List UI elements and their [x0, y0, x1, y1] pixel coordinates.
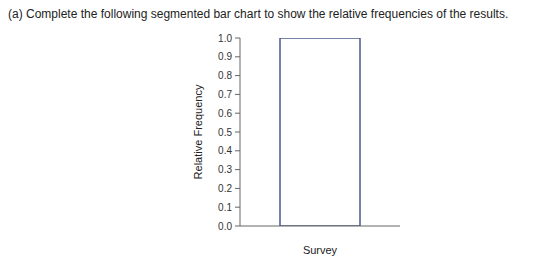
y-tick	[235, 94, 240, 95]
y-tick-label: 0.2	[218, 183, 232, 194]
y-tick	[235, 150, 240, 151]
y-tick-label: 0.0	[218, 221, 232, 232]
y-tick	[235, 188, 240, 189]
y-tick-label: 1.0	[218, 33, 232, 44]
y-tick-label: 0.3	[218, 164, 232, 175]
y-tick	[235, 75, 240, 76]
y-tick	[235, 132, 240, 133]
y-tick	[235, 56, 240, 57]
y-tick	[235, 207, 240, 208]
y-tick-label: 0.5	[218, 127, 232, 138]
y-tick-label: 0.6	[218, 108, 232, 119]
y-tick-label: 0.4	[218, 145, 232, 156]
y-axis-label: Relative Frequency	[192, 84, 204, 179]
title: (a) Complete the following segmented bar…	[8, 7, 508, 21]
y-tick-label: 0.1	[218, 202, 232, 213]
chart: (a) Complete the following segmented bar…	[0, 0, 556, 266]
y-axis	[240, 38, 241, 226]
y-tick-label: 0.9	[218, 51, 232, 62]
y-tick	[235, 169, 240, 170]
y-tick-label: 0.7	[218, 89, 232, 100]
bars	[280, 38, 360, 226]
y-tick-label: 0.8	[218, 70, 232, 81]
bar	[280, 38, 360, 226]
y-tick	[235, 38, 240, 39]
y-tick	[235, 113, 240, 114]
y-tick	[235, 226, 240, 227]
x-axis	[240, 226, 400, 227]
x-axis-label: Survey	[303, 244, 338, 256]
